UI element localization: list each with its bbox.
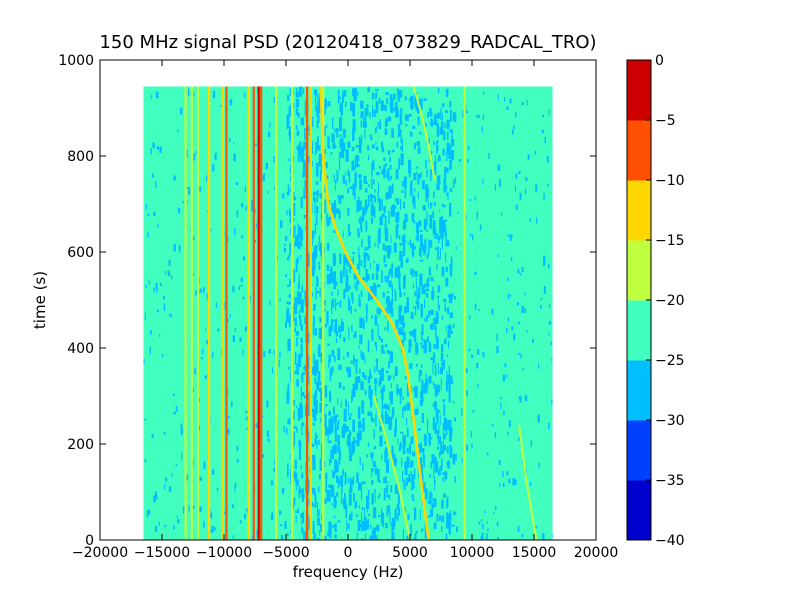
colorbar-band <box>627 300 651 361</box>
noise-texture <box>143 86 553 541</box>
colorbar-tick-label: −5 <box>655 113 676 129</box>
y-axis-label: time (s) <box>31 271 49 329</box>
colorbar-band <box>627 120 651 181</box>
x-tick-label: −15000 <box>134 545 190 561</box>
x-axis-label: frequency (Hz) <box>293 563 404 581</box>
heatmap-layer <box>143 86 553 541</box>
colorbar-tick-label: −25 <box>655 353 685 369</box>
colorbar-band <box>627 240 651 301</box>
x-axis: −20000 −15000 −10000 −5000 0 5000 10000 15000 20… <box>72 60 618 561</box>
colorbar-band <box>627 360 651 421</box>
psd-background <box>143 86 553 541</box>
colorbar-tick-label: −20 <box>655 293 685 309</box>
y-tick-label: 600 <box>67 245 94 261</box>
colorbar-tick-label: 0 <box>655 53 664 69</box>
colorbar-tick-label: −35 <box>655 473 685 489</box>
x-tick-label: 0 <box>344 545 353 561</box>
x-tick-label: −5000 <box>262 545 309 561</box>
y-tick-label: 800 <box>67 149 94 165</box>
y-tick-label: 400 <box>67 341 94 357</box>
colorbar-tick-label: −40 <box>655 533 685 549</box>
colorbar-band <box>627 420 651 481</box>
x-tick-label: 20000 <box>574 545 619 561</box>
x-tick-label: 5000 <box>392 545 428 561</box>
x-tick-label: −10000 <box>196 545 252 561</box>
colorbar-tick-label: −30 <box>655 413 685 429</box>
x-tick-label: 10000 <box>450 545 495 561</box>
signal-track-upper <box>412 86 436 181</box>
y-tick-label: 0 <box>85 533 94 549</box>
colorbar-tick-label: −15 <box>655 233 685 249</box>
colorbar-tick-label: −10 <box>655 173 685 189</box>
signal-track-right <box>518 424 538 541</box>
signal-track-main <box>319 86 430 541</box>
y-tick-label: 200 <box>67 437 94 453</box>
colorbar-band <box>627 480 651 541</box>
x-tick-label: −20000 <box>72 545 128 561</box>
y-tick-label: 1000 <box>58 53 94 69</box>
colorbar: −40 −35 −30 −25 −20 −15 −10 −5 0 <box>626 53 685 549</box>
colorbar-band <box>627 60 651 121</box>
x-tick-label: 15000 <box>512 545 557 561</box>
y-axis: 0 200 400 600 800 1000 <box>58 53 596 549</box>
signal-track-lower <box>373 395 411 541</box>
chart-title: 150 MHz signal PSD (20120418_073829_RADC… <box>99 32 596 53</box>
colorbar-band <box>627 180 651 241</box>
